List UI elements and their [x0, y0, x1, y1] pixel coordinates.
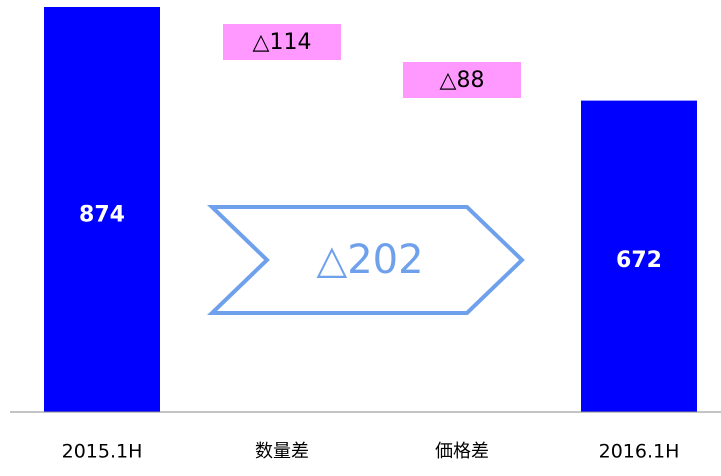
total-bar-2016.1H — [581, 100, 697, 412]
delta-value-label: △88 — [440, 68, 485, 93]
delta-value-label: △114 — [253, 30, 312, 55]
bar-value-label: 874 — [79, 203, 125, 228]
delta-box-価格差 — [403, 62, 521, 98]
change-arrow-label: △202 — [316, 237, 423, 283]
x-tick-label: 数量差 — [255, 441, 309, 462]
x-tick-label: 価格差 — [435, 441, 489, 462]
bar-value-label: 672 — [616, 248, 662, 273]
x-tick-label: 2016.1H — [599, 441, 680, 463]
x-tick-label: 2015.1H — [62, 441, 143, 463]
change-arrow-shape — [207, 205, 525, 315]
bars-layer: 874 △114 △88 672 — [44, 7, 697, 412]
total-bar-2015.1H — [44, 7, 160, 412]
delta-box-数量差 — [223, 24, 341, 60]
change-arrow: △202 — [207, 205, 525, 315]
x-axis-labels: 2015.1H 数量差 価格差 2016.1H — [62, 441, 680, 463]
